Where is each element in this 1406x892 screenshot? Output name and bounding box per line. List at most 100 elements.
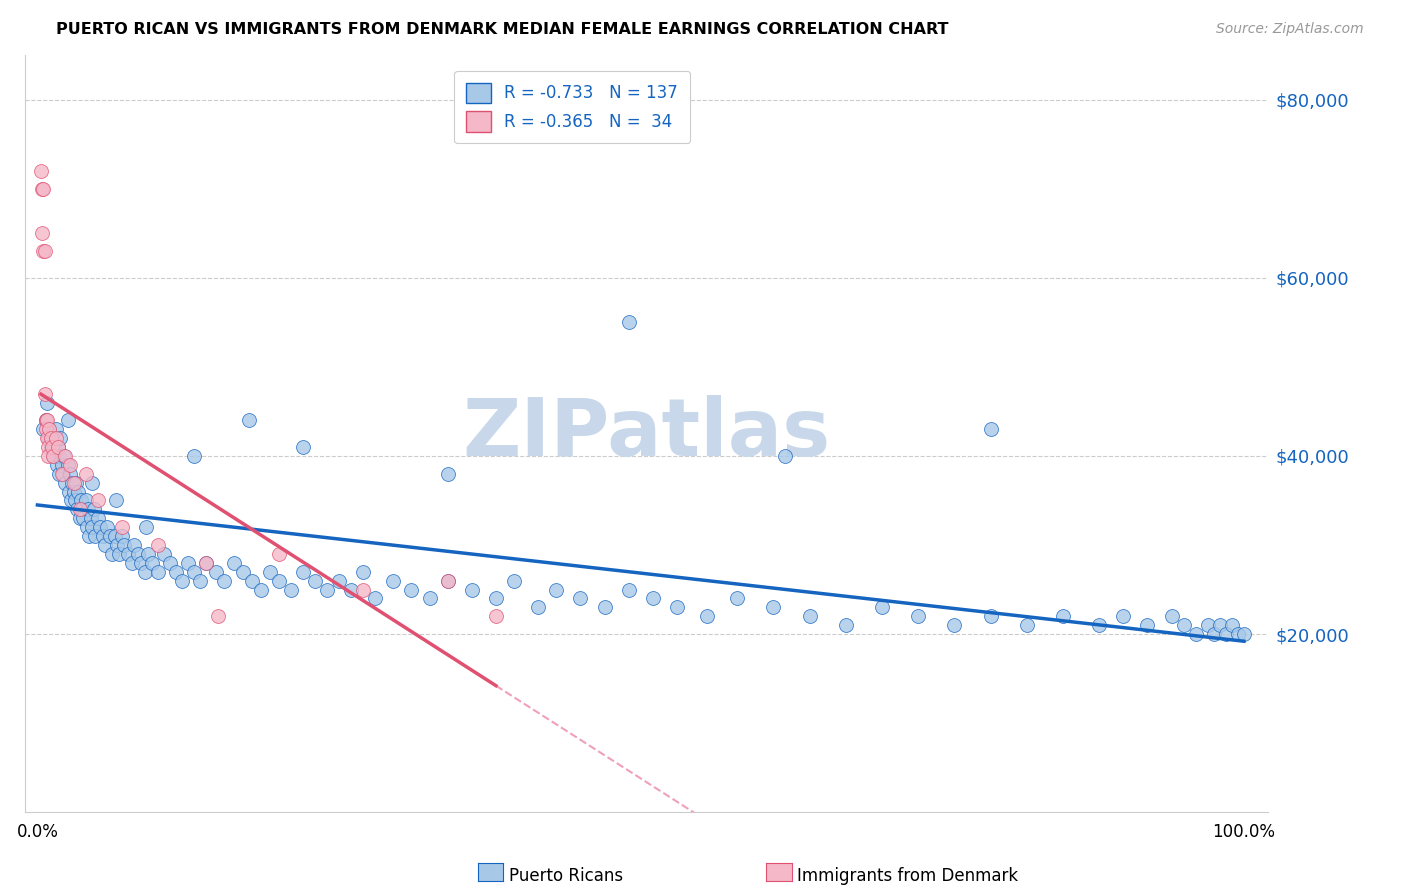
- Point: [56, 413, 79, 427]
- Point: [87, 493, 110, 508]
- Point: [461, 582, 484, 597]
- Point: [96, 520, 118, 534]
- Text: Puerto Ricans: Puerto Ricans: [509, 867, 623, 885]
- Point: [146, 538, 169, 552]
- Point: [117, 547, 139, 561]
- Point: [62, 475, 84, 490]
- Point: [42, 449, 65, 463]
- Point: [44, 449, 66, 463]
- Point: [165, 565, 187, 579]
- Point: [280, 582, 302, 597]
- Point: [32, 244, 55, 258]
- Point: [62, 484, 84, 499]
- Point: [382, 574, 405, 588]
- Point: [121, 556, 143, 570]
- Point: [48, 467, 70, 481]
- Point: [89, 520, 111, 534]
- Point: [51, 458, 73, 472]
- Point: [352, 582, 374, 597]
- Point: [1233, 627, 1256, 641]
- Point: [84, 529, 107, 543]
- Point: [127, 547, 149, 561]
- Point: [593, 600, 616, 615]
- Point: [77, 502, 100, 516]
- Point: [304, 574, 326, 588]
- Point: [183, 565, 205, 579]
- Point: [291, 440, 314, 454]
- Point: [60, 493, 83, 508]
- Point: [436, 467, 458, 481]
- Point: [980, 422, 1002, 436]
- Point: [352, 565, 374, 579]
- Point: [35, 413, 58, 427]
- Point: [112, 538, 135, 552]
- Point: [177, 556, 200, 570]
- Point: [207, 609, 229, 624]
- Point: [70, 502, 93, 516]
- Point: [70, 493, 93, 508]
- Point: [46, 440, 69, 454]
- Text: Source: ZipAtlas.com: Source: ZipAtlas.com: [1216, 22, 1364, 37]
- Point: [485, 591, 508, 606]
- Point: [146, 565, 169, 579]
- Point: [503, 574, 526, 588]
- Point: [35, 431, 58, 445]
- Point: [943, 618, 966, 632]
- Point: [111, 520, 134, 534]
- Point: [38, 422, 60, 436]
- Point: [58, 484, 80, 499]
- Point: [1184, 627, 1206, 641]
- Point: [44, 422, 66, 436]
- Point: [44, 431, 66, 445]
- Point: [35, 422, 58, 436]
- Point: [38, 422, 60, 436]
- Point: [172, 574, 194, 588]
- Point: [259, 565, 281, 579]
- Point: [49, 431, 72, 445]
- Point: [141, 556, 163, 570]
- Point: [205, 565, 228, 579]
- Point: [72, 511, 94, 525]
- Point: [39, 440, 62, 454]
- Point: [59, 467, 82, 481]
- Point: [91, 529, 114, 543]
- Point: [1160, 609, 1182, 624]
- Point: [75, 467, 97, 481]
- Point: [32, 182, 55, 196]
- Legend: R = -0.733   N = 137, R = -0.365   N =  34: R = -0.733 N = 137, R = -0.365 N = 34: [454, 71, 690, 144]
- Point: [1136, 618, 1159, 632]
- Point: [37, 440, 59, 454]
- Point: [436, 574, 458, 588]
- Point: [159, 556, 181, 570]
- Point: [1220, 618, 1243, 632]
- Point: [79, 529, 101, 543]
- Point: [419, 591, 441, 606]
- Point: [46, 440, 69, 454]
- Point: [835, 618, 858, 632]
- Point: [401, 582, 423, 597]
- Point: [1112, 609, 1135, 624]
- Point: [188, 574, 211, 588]
- Point: [1202, 627, 1225, 641]
- Point: [1015, 618, 1038, 632]
- Point: [94, 538, 117, 552]
- Point: [364, 591, 387, 606]
- Point: [267, 547, 290, 561]
- Point: [37, 431, 59, 445]
- Point: [41, 440, 63, 454]
- Point: [122, 538, 145, 552]
- Point: [105, 538, 128, 552]
- Point: [63, 493, 86, 508]
- Point: [41, 431, 63, 445]
- Point: [108, 547, 131, 561]
- Point: [1173, 618, 1195, 632]
- Text: Immigrants from Denmark: Immigrants from Denmark: [797, 867, 1018, 885]
- Point: [870, 600, 893, 615]
- Point: [65, 475, 87, 490]
- Point: [66, 502, 89, 516]
- Point: [980, 609, 1002, 624]
- Point: [340, 582, 363, 597]
- Point: [83, 502, 105, 516]
- Point: [69, 502, 91, 516]
- Point: [34, 244, 56, 258]
